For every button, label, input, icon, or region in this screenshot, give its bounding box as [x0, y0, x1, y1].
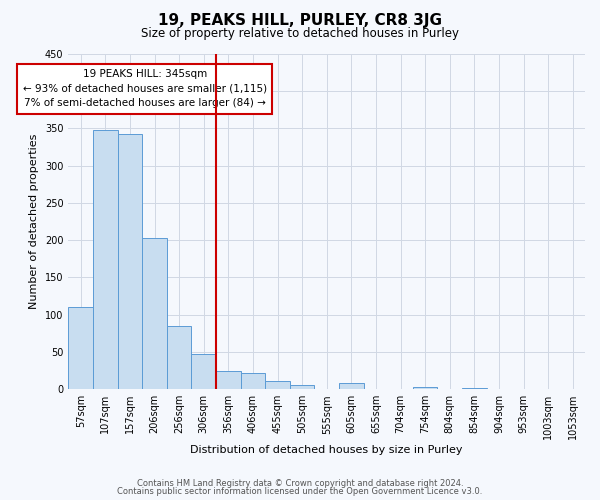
- Bar: [241, 373, 265, 389]
- Bar: [413, 387, 437, 389]
- Text: 19, PEAKS HILL, PURLEY, CR8 3JG: 19, PEAKS HILL, PURLEY, CR8 3JG: [158, 12, 442, 28]
- Text: Contains HM Land Registry data © Crown copyright and database right 2024.: Contains HM Land Registry data © Crown c…: [137, 478, 463, 488]
- Bar: [191, 354, 216, 389]
- Bar: [216, 370, 241, 389]
- Y-axis label: Number of detached properties: Number of detached properties: [29, 134, 40, 310]
- Bar: [93, 130, 118, 389]
- Text: 19 PEAKS HILL: 345sqm
← 93% of detached houses are smaller (1,115)
7% of semi-de: 19 PEAKS HILL: 345sqm ← 93% of detached …: [23, 69, 267, 108]
- Bar: [339, 383, 364, 389]
- Bar: [118, 134, 142, 389]
- Bar: [142, 238, 167, 389]
- Bar: [68, 308, 93, 389]
- Text: Contains public sector information licensed under the Open Government Licence v3: Contains public sector information licen…: [118, 487, 482, 496]
- X-axis label: Distribution of detached houses by size in Purley: Distribution of detached houses by size …: [190, 445, 463, 455]
- Bar: [167, 326, 191, 389]
- Text: Size of property relative to detached houses in Purley: Size of property relative to detached ho…: [141, 28, 459, 40]
- Bar: [265, 381, 290, 389]
- Bar: [290, 386, 314, 389]
- Bar: [462, 388, 487, 389]
